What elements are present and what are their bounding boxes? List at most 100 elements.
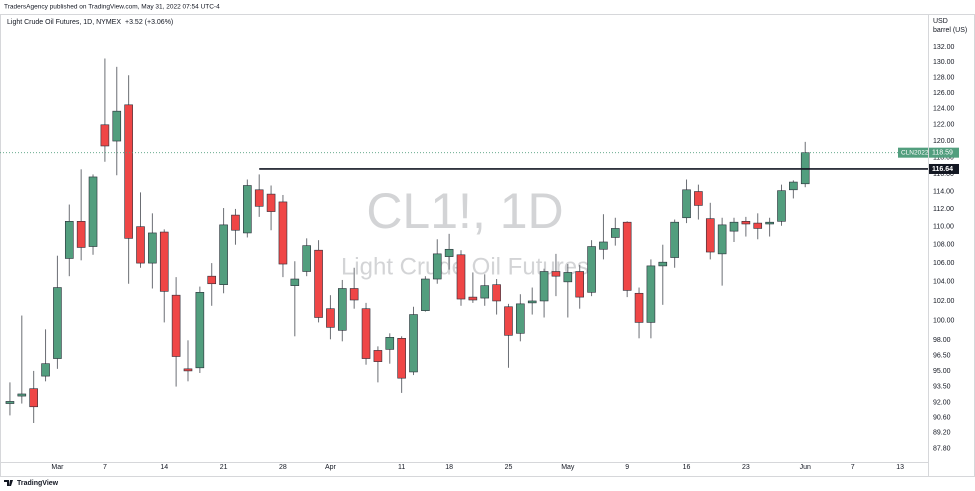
candle-body <box>302 245 311 272</box>
y-tick-label: 93.50 <box>933 383 951 390</box>
candle-body <box>587 246 596 293</box>
y-tick-label: 96.50 <box>933 352 951 359</box>
candle-body <box>266 193 276 212</box>
y-tick-label: 106.00 <box>933 260 955 267</box>
candle-body <box>349 288 359 301</box>
logo <box>4 480 13 486</box>
candle-body <box>717 224 727 255</box>
y-tick-label: 120.00 <box>933 138 955 145</box>
y-tick-label: 95.00 <box>933 368 951 375</box>
candle-body <box>789 181 798 191</box>
candle-body <box>373 350 383 362</box>
candle-body <box>76 221 86 248</box>
y-tick-label: 108.00 <box>933 242 955 249</box>
symbol-label: CLN2022 <box>901 149 929 156</box>
y-tick-label: 89.20 <box>933 430 951 437</box>
candle-body <box>563 272 573 283</box>
candle-body <box>254 189 264 207</box>
candle-body <box>100 124 110 147</box>
candle-body <box>729 221 739 232</box>
candle-body <box>432 253 442 280</box>
x-tick-label: 7 <box>103 464 107 471</box>
candle-body <box>148 232 157 264</box>
candle-body <box>611 228 620 238</box>
y-tick-label: 110.00 <box>933 224 954 231</box>
y-tick-label: 124.00 <box>933 106 955 113</box>
candle-body <box>397 338 406 379</box>
candle-body <box>421 278 430 311</box>
x-tick-label: 16 <box>683 464 691 471</box>
header: TradersAgency published on TradingView.c… <box>4 4 220 11</box>
candle-body <box>326 308 335 328</box>
candle-body <box>705 218 715 253</box>
candle-body <box>171 294 181 357</box>
candle-body <box>753 222 763 229</box>
last-price-label: 118.59 <box>932 150 953 157</box>
y-tick-label: 98.00 <box>933 337 951 344</box>
candle-body <box>278 201 288 265</box>
candle-body <box>88 176 98 247</box>
candle-body <box>314 249 323 318</box>
candle-body <box>634 292 644 323</box>
candle-body <box>5 401 15 404</box>
candle-body <box>658 261 668 267</box>
candle-body <box>159 231 169 292</box>
candle-body <box>468 296 478 301</box>
y-tick-label: 116.00 <box>933 171 954 178</box>
unit: barrel (US) <box>933 27 967 34</box>
candle-body <box>444 248 454 257</box>
x-tick-label: May <box>561 464 575 471</box>
candle-body <box>112 110 122 142</box>
x-tick-label: 28 <box>279 464 287 471</box>
candle-body <box>29 388 38 408</box>
y-tick-label: 104.00 <box>933 279 955 286</box>
candle-body <box>765 221 774 225</box>
x-tick-label: Jun <box>800 464 811 471</box>
candle-body <box>682 189 691 219</box>
y-tick-label: 128.00 <box>933 74 955 81</box>
y-tick-label: 132.00 <box>933 44 955 51</box>
candle-body <box>124 104 133 239</box>
candle-body <box>622 221 632 291</box>
currency: USD <box>933 18 948 25</box>
x-tick-label: 23 <box>742 464 750 471</box>
symbol-title: Light Crude Oil Futures, 1D, NYMEX <box>7 19 121 26</box>
candle-body <box>480 285 490 299</box>
x-tick-label: Mar <box>51 464 64 471</box>
candle-body <box>694 191 703 206</box>
y-tick-label: 92.00 <box>933 399 951 406</box>
candle-body <box>504 306 513 336</box>
y-tick-label: 102.00 <box>933 298 955 305</box>
candle-body <box>492 284 501 302</box>
candle-body <box>136 226 145 264</box>
candle-body <box>670 221 679 258</box>
y-tick-label: 130.00 <box>933 59 955 66</box>
candle-body <box>385 337 395 350</box>
x-tick-label: 14 <box>160 464 168 471</box>
symbol-label-bg <box>898 147 928 158</box>
candle-body <box>527 300 537 304</box>
change: +3.52 (+3.06%) <box>125 19 173 26</box>
watermark: CL1!, 1D <box>366 183 563 239</box>
candle-body <box>409 314 418 373</box>
candle-body <box>17 393 27 397</box>
candle-body <box>41 363 50 377</box>
candle-body <box>53 287 62 359</box>
y-tick-label: 87.80 <box>933 445 951 452</box>
y-tick-label: 114.00 <box>933 188 954 195</box>
y-tick-label: 118.00 <box>933 154 954 161</box>
candle-body <box>231 214 240 231</box>
candle-body <box>539 271 549 302</box>
candle-body <box>599 241 608 250</box>
level-label: 116.64 <box>932 166 953 173</box>
x-tick-label: 13 <box>896 464 904 471</box>
footer: TradingView <box>17 480 59 487</box>
chart-frame <box>0 14 975 477</box>
x-tick-label: 25 <box>505 464 513 471</box>
candle-body <box>219 224 228 285</box>
candle-body <box>195 292 205 369</box>
x-tick-label: Apr <box>325 464 337 471</box>
x-tick-label: 7 <box>851 464 855 471</box>
candle-body <box>741 221 751 225</box>
